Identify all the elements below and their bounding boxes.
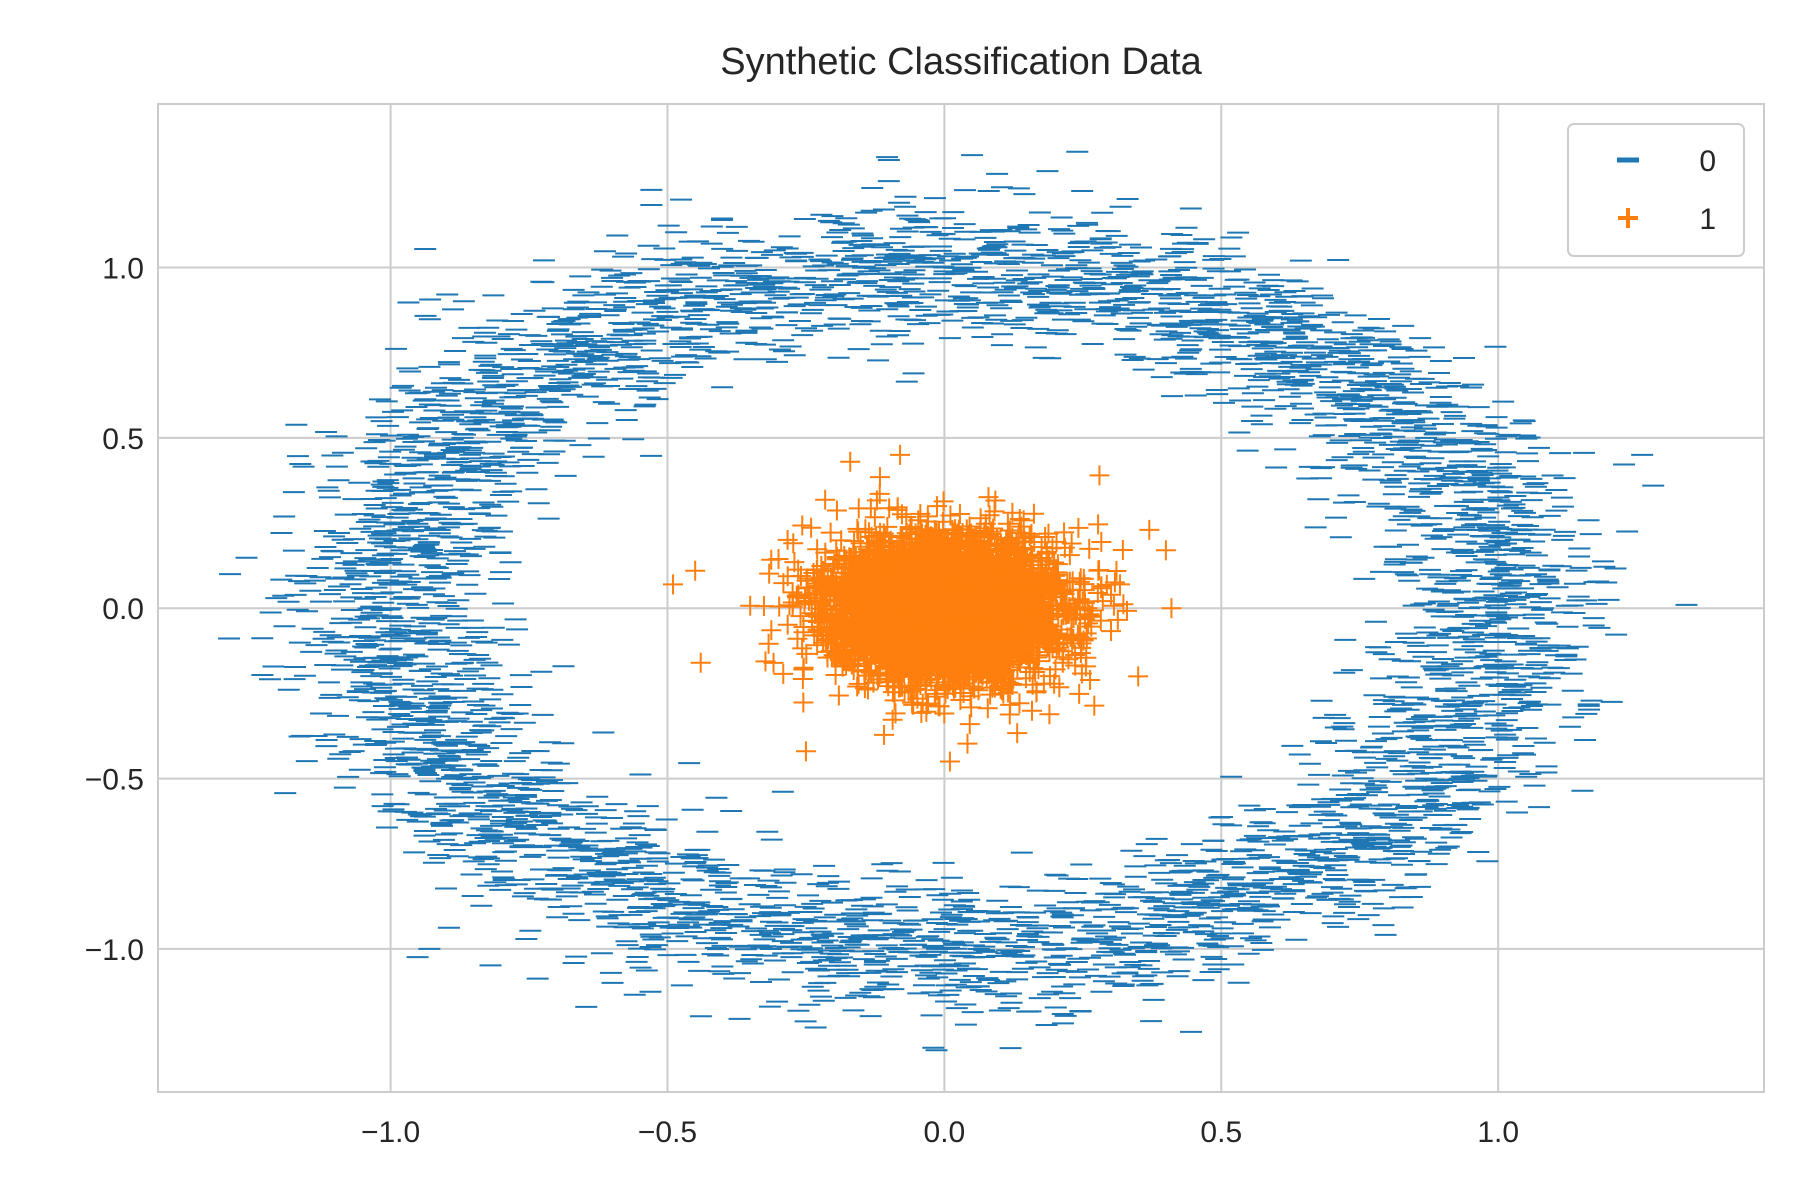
data-points [218,150,1698,1052]
